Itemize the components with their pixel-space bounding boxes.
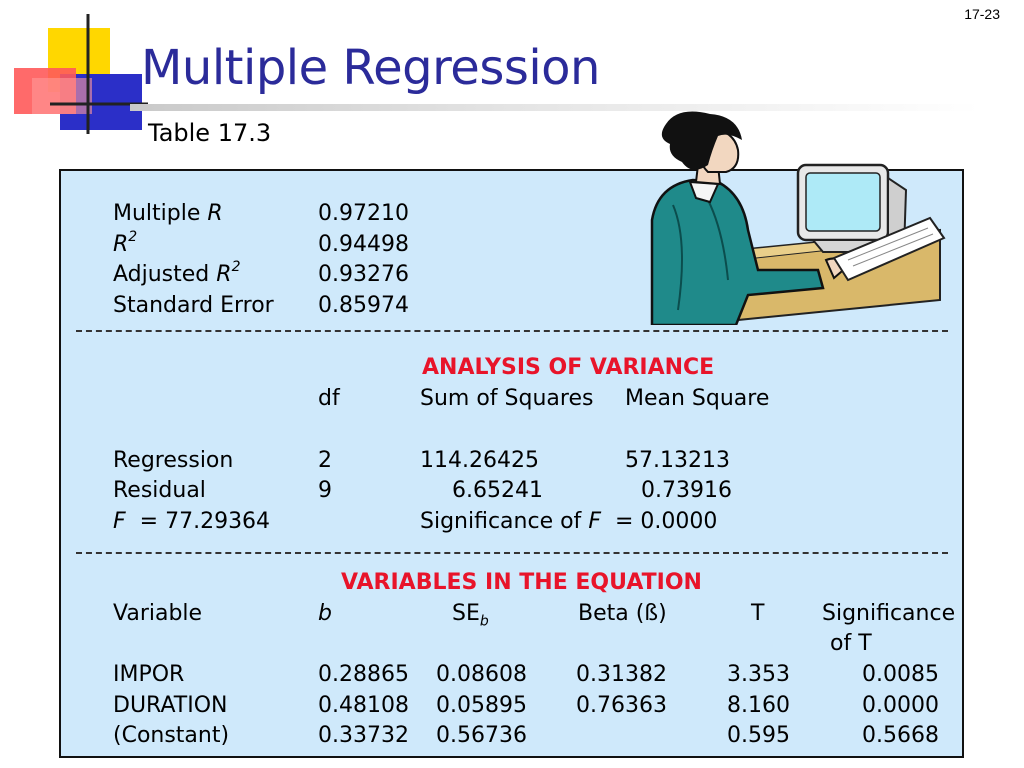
standard-error-value: 0.85974 xyxy=(318,293,409,318)
var-col-significance-cont: of T xyxy=(830,631,872,656)
var-row-beta: 0.76363 xyxy=(576,693,667,718)
variables-heading: VARIABLES IN THE EQUATION xyxy=(341,570,702,595)
anova-row-ss: 114.26425 xyxy=(420,448,539,473)
slide-logo-decoration xyxy=(14,14,148,134)
var-col-se: SEb xyxy=(452,601,489,630)
var-row-t: 0.595 xyxy=(727,723,790,748)
var-row-t: 3.353 xyxy=(727,662,790,687)
var-row-name: IMPOR xyxy=(113,662,185,687)
anova-row-label: Residual xyxy=(113,478,206,503)
var-row-se: 0.05895 xyxy=(436,693,527,718)
var-row-sig: 0.5668 xyxy=(862,723,939,748)
var-col-significance: Significance xyxy=(822,601,956,626)
var-row-sig: 0.0085 xyxy=(862,662,939,687)
anova-row-df: 2 xyxy=(318,448,332,473)
anova-heading: ANALYSIS OF VARIANCE xyxy=(422,355,715,380)
anova-col-mean-square: Mean Square xyxy=(625,386,770,411)
var-row-b: 0.33732 xyxy=(318,723,409,748)
anova-col-df: df xyxy=(318,386,340,411)
var-row-se: 0.08608 xyxy=(436,662,527,687)
r-squared-value: 0.94498 xyxy=(318,232,409,257)
anova-row-df: 9 xyxy=(318,478,332,503)
var-row-name: DURATION xyxy=(113,693,228,718)
anova-row-ss: 6.65241 xyxy=(452,478,543,503)
var-row-name: (Constant) xyxy=(113,723,230,748)
var-row-beta: 0.31382 xyxy=(576,662,667,687)
var-row-t: 8.160 xyxy=(727,693,790,718)
section-divider xyxy=(76,552,948,554)
section-divider xyxy=(76,330,948,332)
anova-row-label: Regression xyxy=(113,448,234,473)
slide-title: Multiple Regression xyxy=(141,40,600,96)
var-row-b: 0.48108 xyxy=(318,693,409,718)
standard-error-label: Standard Error xyxy=(113,293,274,318)
title-underline xyxy=(130,104,980,111)
var-col-t: T xyxy=(751,601,765,626)
page-number: 17-23 xyxy=(964,6,1000,22)
var-row-se: 0.56736 xyxy=(436,723,527,748)
adjusted-r-squared-value: 0.93276 xyxy=(318,262,409,287)
adjusted-r-squared-label: Adjusted R2 xyxy=(113,258,241,287)
anova-row-ms: 0.73916 xyxy=(641,478,732,503)
var-col-beta: Beta (ß) xyxy=(578,601,667,626)
multiple-r-label: Multiple R xyxy=(113,201,223,226)
var-row-sig: 0.0000 xyxy=(862,693,939,718)
f-significance: Significance of F = 0.0000 xyxy=(420,509,718,534)
table-caption: Table 17.3 xyxy=(148,119,272,147)
anova-row-ms: 57.13213 xyxy=(625,448,730,473)
r-squared-label: R2 xyxy=(113,228,138,257)
var-col-variable: Variable xyxy=(113,601,203,626)
var-col-b: b xyxy=(318,601,332,626)
anova-col-sum-of-squares: Sum of Squares xyxy=(420,386,594,411)
multiple-r-value: 0.97210 xyxy=(318,201,409,226)
var-row-b: 0.28865 xyxy=(318,662,409,687)
woman-at-computer-illustration xyxy=(650,111,946,325)
f-statistic: F = 77.29364 xyxy=(113,509,271,534)
